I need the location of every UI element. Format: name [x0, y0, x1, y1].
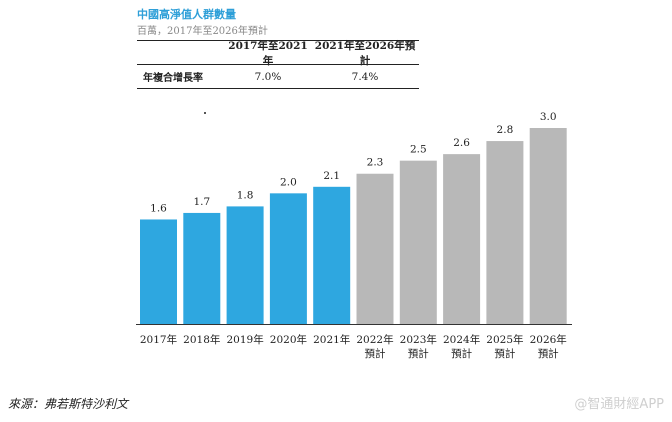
category-label-2: 2019年 — [226, 333, 263, 346]
chart-subtitle: 百萬，2017年至2026年預計 — [137, 26, 268, 37]
value-label-3: 2.0 — [280, 176, 297, 188]
cagr-table: 2017年至2021年 2021年至2026年預計 年複合增長率 7.0% 7.… — [137, 40, 419, 89]
watermark: @智通財經APP — [574, 397, 664, 412]
value-label-4: 2.1 — [323, 170, 340, 182]
bar-4 — [313, 186, 351, 324]
cagr-header-period-1: 2017年至2021年 — [228, 39, 308, 67]
bar-6 — [399, 160, 437, 324]
category-label-6: 2023年預計 — [400, 333, 437, 360]
bar-2 — [226, 206, 264, 324]
cagr-value-2: 7.4% — [351, 70, 379, 83]
cagr-value-1: 7.0% — [254, 70, 282, 83]
category-label-5: 2022年預計 — [356, 333, 393, 360]
value-label-0: 1.6 — [150, 202, 167, 214]
cagr-row-label: 年複合增長率 — [143, 73, 203, 84]
category-label-0: 2017年 — [140, 333, 177, 346]
cagr-header-row: 2017年至2021年 2021年至2026年預計 — [137, 39, 419, 67]
value-label-7: 2.6 — [453, 137, 470, 149]
bar-7 — [443, 154, 481, 324]
bar-0 — [140, 219, 177, 324]
value-label-5: 2.3 — [367, 157, 384, 169]
value-label-8: 2.8 — [497, 124, 514, 136]
bar-3 — [269, 193, 307, 324]
cagr-value-row: 年複合增長率 7.0% 7.4% — [137, 65, 419, 88]
value-label-9: 3.0 — [540, 111, 557, 123]
category-label-3: 2020年 — [270, 333, 307, 346]
source-note: 來源：弗若斯特沙利文 — [8, 397, 129, 411]
value-label-2: 1.8 — [237, 189, 254, 201]
category-label-9: 2026年預計 — [530, 333, 567, 360]
cagr-header-period-2: 2021年至2026年預計 — [314, 39, 416, 67]
bar-1 — [183, 212, 221, 324]
category-label-7: 2024年預計 — [443, 333, 480, 360]
category-label-8: 2025年預計 — [486, 333, 523, 360]
value-label-1: 1.7 — [193, 196, 210, 208]
chart-title: 中國高淨值人群數量 — [137, 8, 236, 21]
category-label-1: 2018年 — [183, 333, 220, 346]
stray-dot — [204, 112, 206, 114]
bar-9 — [529, 128, 567, 324]
bar-5 — [356, 173, 394, 324]
bar-8 — [486, 141, 524, 324]
value-label-6: 2.5 — [410, 144, 427, 156]
category-label-4: 2021年 — [313, 333, 350, 346]
